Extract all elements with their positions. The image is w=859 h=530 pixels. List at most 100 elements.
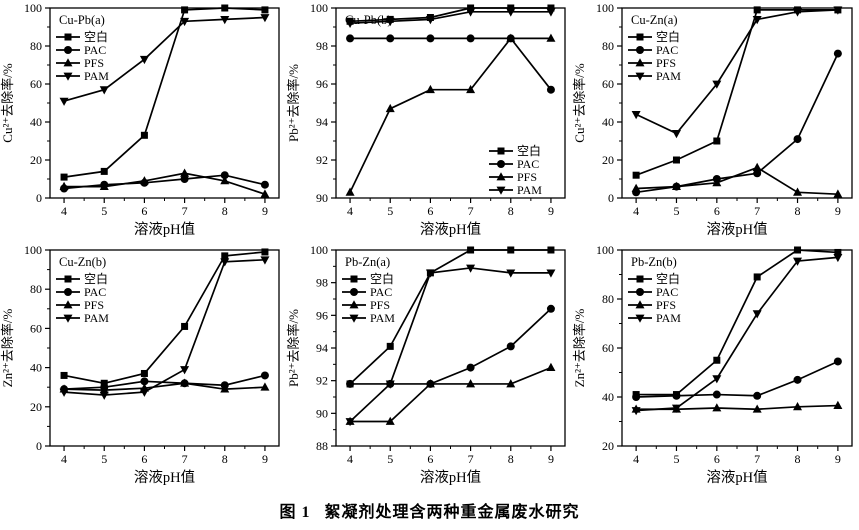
series-PAC-marker-icon bbox=[180, 175, 189, 183]
series-PAM-marker-icon bbox=[180, 366, 190, 375]
subplot-title: Cu-Zn(b) bbox=[59, 255, 106, 269]
series-空白-marker-icon bbox=[60, 173, 68, 181]
x-tick-label: 8 bbox=[222, 204, 228, 218]
x-tick-label: 9 bbox=[835, 452, 841, 466]
x-tick-label: 7 bbox=[754, 452, 760, 466]
legend-空白-marker-icon bbox=[636, 275, 644, 283]
legend-空白-marker-icon bbox=[64, 275, 72, 283]
x-axis-label: 溶液pH值 bbox=[420, 221, 481, 238]
series-PAM-marker-icon bbox=[712, 80, 722, 89]
series-line-空白 bbox=[350, 7, 551, 23]
y-tick-label: 60 bbox=[30, 321, 42, 335]
y-tick-label: 100 bbox=[24, 1, 42, 15]
legend-PAM-marker-icon bbox=[496, 186, 506, 195]
subplot-title: Cu-Pb(a) bbox=[59, 13, 105, 27]
series-PAC-marker-icon bbox=[546, 304, 555, 313]
series-PFS-marker-icon bbox=[59, 181, 69, 190]
legend-PAM-marker-icon bbox=[63, 314, 73, 323]
series-PFS-marker-icon bbox=[712, 403, 722, 412]
x-tick-label: 4 bbox=[633, 204, 639, 218]
subplot-1: 4 5 6 7 8 9 0 20 40 60 80 100 溶液pH值 Cu²⁺去除率/% Cu-Pb(a)… bbox=[0, 0, 286, 242]
legend-label: 空白 bbox=[656, 29, 680, 44]
series-PAC-marker-icon bbox=[632, 393, 641, 401]
series-line-PFS bbox=[350, 366, 552, 423]
x-tick-label: 9 bbox=[548, 204, 554, 218]
series-line-空白 bbox=[63, 251, 266, 385]
legend-PAC-marker-icon bbox=[497, 160, 505, 168]
x-tick-label: 4 bbox=[347, 204, 353, 218]
legend-label: PFS bbox=[370, 298, 390, 312]
series-line-PAM bbox=[63, 258, 265, 396]
series-PAC-marker-icon bbox=[426, 34, 435, 43]
series-PAC-marker-icon bbox=[220, 171, 229, 180]
chart-canvas: 4 5 6 7 8 9 88 90 92 94 96 98 100 溶液pH值 Pb²⁺去除率/% Pb-Zn… bbox=[286, 243, 566, 486]
series-PFS-marker-icon bbox=[385, 103, 395, 113]
legend-label: 空白 bbox=[84, 29, 108, 44]
series-PFS-marker-icon bbox=[833, 400, 843, 409]
series-PAC-marker-icon bbox=[140, 377, 149, 386]
y-tick-label: 40 bbox=[30, 361, 42, 375]
series-PFS-marker-icon bbox=[546, 33, 556, 42]
series-空白-marker-icon bbox=[753, 273, 761, 281]
series-PAC-marker-icon bbox=[260, 371, 269, 380]
legend-PFS-marker-icon bbox=[63, 300, 73, 309]
y-tick-label: 96 bbox=[316, 77, 328, 91]
series-空白-marker-icon bbox=[834, 248, 842, 256]
y-tick-label: 60 bbox=[602, 341, 614, 355]
series-PAM-marker-icon bbox=[466, 264, 476, 273]
subplot-6: 4 5 6 7 8 9 20 40 60 80 100 溶液pH值 Zn²⁺去除率/% Pb-Zn(b) 空… bbox=[572, 242, 859, 490]
series-PAM-marker-icon bbox=[59, 97, 69, 106]
series-PAM-marker-icon bbox=[139, 55, 149, 65]
series-PAC-marker-icon bbox=[753, 391, 762, 400]
y-tick-label: 60 bbox=[602, 77, 614, 91]
x-tick-label: 4 bbox=[347, 452, 353, 466]
x-tick-label: 7 bbox=[182, 204, 188, 218]
series-line-PAM bbox=[349, 267, 551, 423]
legend-PFS-marker-icon bbox=[496, 172, 506, 181]
series-PFS-marker-icon bbox=[833, 189, 843, 198]
series-PAM-marker-icon bbox=[631, 407, 641, 416]
y-tick-label: 94 bbox=[316, 341, 328, 355]
series-PFS-marker-icon bbox=[546, 362, 556, 371]
chart-canvas: 4 5 6 7 8 9 0 20 40 60 80 100 溶液pH值 Cu²⁺去除率/% Cu-Zn(a)… bbox=[572, 1, 853, 238]
series-空白-marker-icon bbox=[140, 369, 148, 377]
series-PAC-marker-icon bbox=[346, 379, 355, 388]
series-PAM-marker-icon bbox=[833, 253, 843, 263]
legend-label: 空白 bbox=[656, 271, 680, 286]
legend-label: PAM bbox=[656, 69, 681, 83]
legend-PAC-marker-icon bbox=[64, 46, 72, 54]
series-PAM-marker-icon bbox=[546, 269, 556, 278]
legend-PFS-marker-icon bbox=[635, 300, 645, 309]
series-空白-marker-icon bbox=[794, 246, 802, 254]
series-PFS-marker-icon bbox=[345, 187, 355, 196]
series-line-空白 bbox=[636, 249, 838, 396]
legend-PFS-marker-icon bbox=[63, 58, 73, 67]
series-PAM-marker-icon bbox=[793, 8, 803, 17]
series-PFS-marker-icon bbox=[506, 379, 516, 388]
series-PAM-marker-icon bbox=[671, 404, 681, 413]
series-PAC-marker-icon bbox=[506, 342, 515, 351]
legend-label: PAC bbox=[656, 43, 678, 57]
series-PAC-marker-icon bbox=[793, 375, 802, 384]
series-空白-marker-icon bbox=[181, 6, 189, 14]
y-tick-label: 40 bbox=[602, 115, 614, 129]
subplot-title: Pb-Zn(a) bbox=[345, 255, 390, 269]
series-PFS-marker-icon bbox=[752, 162, 762, 171]
caption-label: 图 1 bbox=[279, 504, 311, 521]
y-tick-label: 100 bbox=[310, 1, 328, 15]
series-PFS-marker-icon bbox=[425, 84, 435, 94]
y-tick-label: 90 bbox=[316, 191, 328, 205]
series-PAM-marker-icon bbox=[59, 388, 69, 397]
y-tick-label: 100 bbox=[24, 243, 42, 257]
x-tick-label: 9 bbox=[835, 204, 841, 218]
series-空白-marker-icon bbox=[753, 6, 761, 14]
y-tick-label: 100 bbox=[310, 243, 328, 257]
series-PAM-marker-icon bbox=[345, 19, 355, 28]
series-PAM-marker-icon bbox=[260, 14, 270, 23]
y-tick-label: 92 bbox=[316, 374, 328, 388]
series-line-PAC bbox=[636, 360, 839, 398]
series-PAM-marker-icon bbox=[712, 375, 722, 384]
x-axis-label: 溶液pH值 bbox=[134, 469, 195, 486]
legend-空白-marker-icon bbox=[64, 33, 72, 41]
